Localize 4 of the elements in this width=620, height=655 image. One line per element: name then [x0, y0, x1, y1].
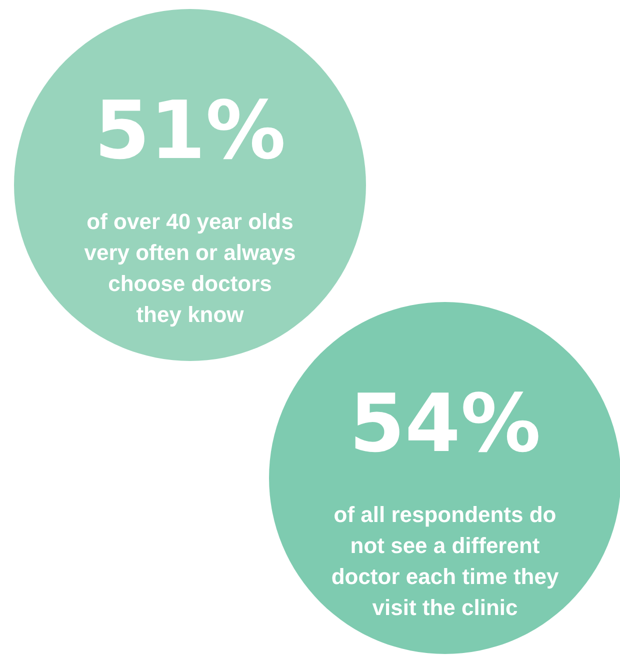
category-label: of all respondents do not see a different doctor each time they visit the clinic — [331, 502, 560, 620]
data-label: 51% — [94, 84, 286, 177]
data-label: 54% — [349, 376, 541, 470]
category-label: of over 40 year olds very often or always choose doctors they know — [84, 209, 296, 328]
